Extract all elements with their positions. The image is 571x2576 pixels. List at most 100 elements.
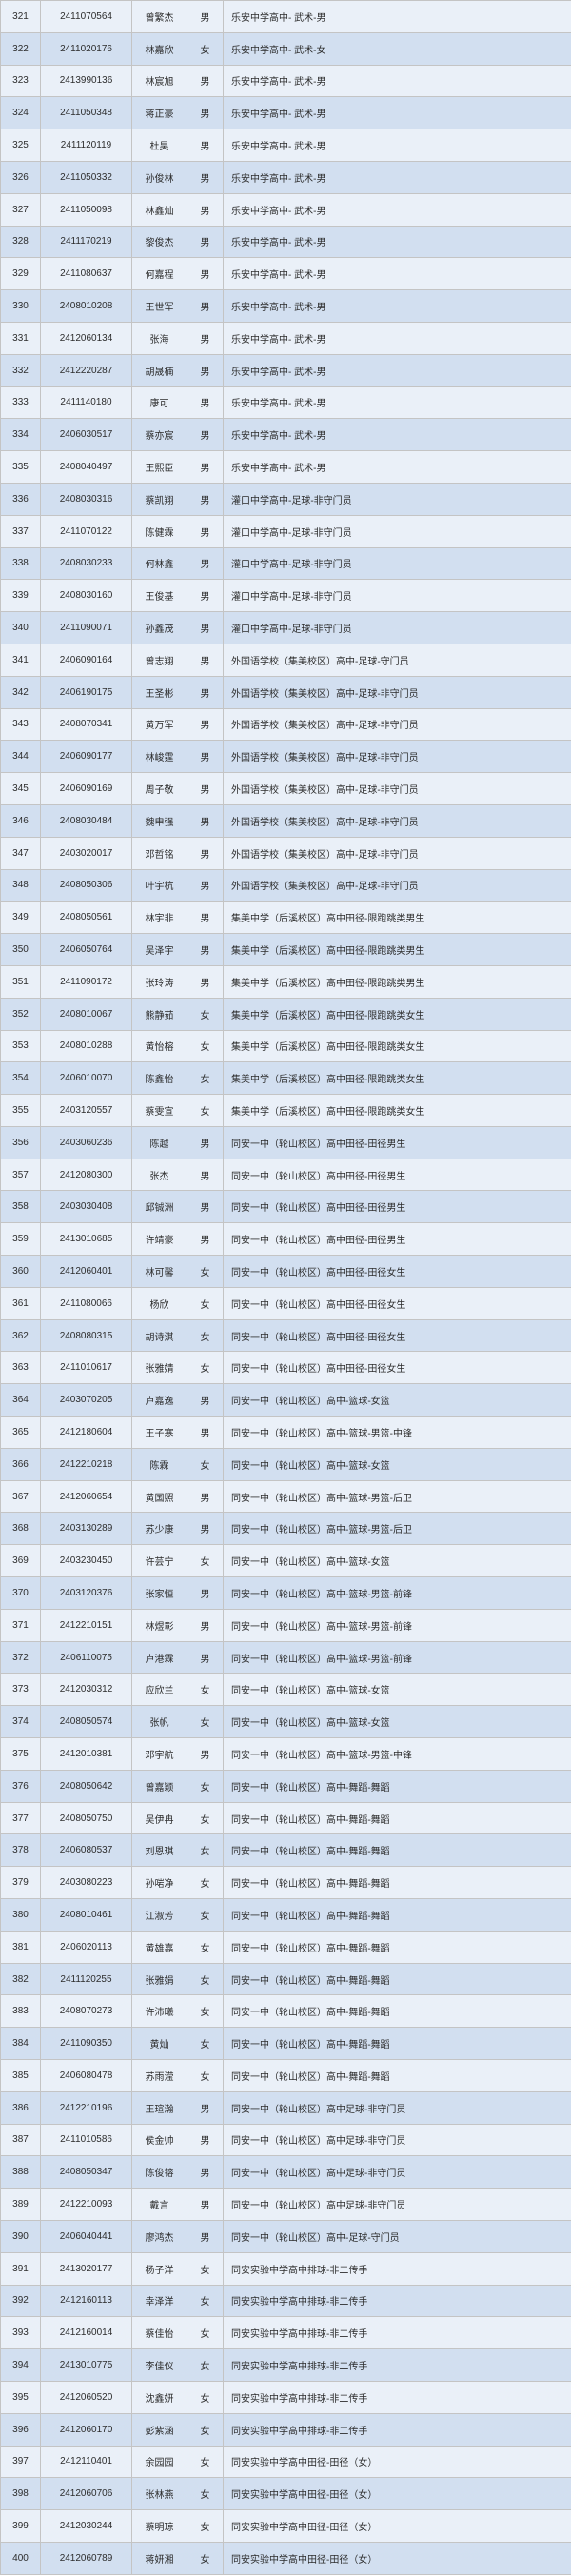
cell-desc: 灌口中学高中-足球-非守门员 bbox=[224, 547, 571, 580]
cell-id: 2408050642 bbox=[41, 1770, 132, 1802]
cell-gender: 女 bbox=[187, 2349, 224, 2382]
table-row: 3752412010381邓宇航男同安一中（轮山校区）高中-篮球-男篮-中锋 bbox=[1, 1738, 571, 1771]
cell-desc: 外国语学校（集美校区）高中-足球-非守门员 bbox=[224, 676, 571, 708]
cell-id: 2408050750 bbox=[41, 1802, 132, 1834]
cell-id: 2408010461 bbox=[41, 1899, 132, 1932]
cell-desc: 同安一中（轮山校区）高中-篮球-女篮 bbox=[224, 1706, 571, 1738]
cell-desc: 集美中学（后溪校区）高中田径-限跑跳类女生 bbox=[224, 998, 571, 1030]
cell-seq: 379 bbox=[1, 1867, 41, 1899]
cell-seq: 338 bbox=[1, 547, 41, 580]
table-row: 3652412180604王子寒男同安一中（轮山校区）高中-篮球-男篮-中锋 bbox=[1, 1417, 571, 1449]
table-row: 3382408030233何林鑫男灌口中学高中-足球-非守门员 bbox=[1, 547, 571, 580]
cell-seq: 337 bbox=[1, 515, 41, 547]
cell-id: 2403080223 bbox=[41, 1867, 132, 1899]
cell-seq: 398 bbox=[1, 2478, 41, 2510]
cell-seq: 397 bbox=[1, 2446, 41, 2478]
cell-name: 黄万军 bbox=[132, 708, 187, 741]
cell-seq: 322 bbox=[1, 32, 41, 65]
cell-gender: 男 bbox=[187, 419, 224, 451]
cell-seq: 359 bbox=[1, 1223, 41, 1256]
cell-gender: 男 bbox=[187, 1159, 224, 1191]
table-row: 3222411020176林嘉欣女乐安中学高中- 武术-女 bbox=[1, 32, 571, 65]
cell-gender: 女 bbox=[187, 2317, 224, 2349]
cell-name: 杨子洋 bbox=[132, 2252, 187, 2285]
cell-id: 2413020177 bbox=[41, 2252, 132, 2285]
cell-name: 苏雨滢 bbox=[132, 2060, 187, 2092]
cell-name: 王子寒 bbox=[132, 1417, 187, 1449]
cell-gender: 女 bbox=[187, 1545, 224, 1577]
cell-desc: 同安一中（轮山校区）高中-舞蹈-舞蹈 bbox=[224, 2028, 571, 2060]
cell-name: 陈鑫怡 bbox=[132, 1062, 187, 1095]
cell-gender: 男 bbox=[187, 2220, 224, 2252]
cell-seq: 345 bbox=[1, 773, 41, 805]
cell-name: 王世军 bbox=[132, 290, 187, 323]
cell-desc: 乐安中学高中- 武术-男 bbox=[224, 419, 571, 451]
cell-seq: 339 bbox=[1, 580, 41, 612]
cell-name: 张林燕 bbox=[132, 2478, 187, 2510]
cell-seq: 342 bbox=[1, 676, 41, 708]
cell-name: 吴泽宇 bbox=[132, 934, 187, 966]
cell-id: 2412080300 bbox=[41, 1159, 132, 1191]
table-row: 3362408030316蔡凯翔男灌口中学高中-足球-非守门员 bbox=[1, 483, 571, 515]
table-row: 3712412210151林煜彰男同安一中（轮山校区）高中-篮球-男篮-前锋 bbox=[1, 1609, 571, 1641]
table-row: 3772408050750吴伊冉女同安一中（轮山校区）高中-舞蹈-舞蹈 bbox=[1, 1802, 571, 1834]
cell-seq: 335 bbox=[1, 451, 41, 484]
cell-desc: 同安一中（轮山校区）高中田径-田径女生 bbox=[224, 1256, 571, 1288]
table-row: 3912413020177杨子洋女同安实验中学高中排球-非二传手 bbox=[1, 2252, 571, 2285]
cell-id: 2403030408 bbox=[41, 1191, 132, 1223]
cell-gender: 男 bbox=[187, 515, 224, 547]
cell-name: 孙啱净 bbox=[132, 1867, 187, 1899]
cell-name: 胡诗淇 bbox=[132, 1319, 187, 1352]
cell-desc: 乐安中学高中- 武术-男 bbox=[224, 226, 571, 258]
cell-name: 应欣兰 bbox=[132, 1674, 187, 1706]
table-row: 3412406090164曾志翔男外国语学校（集美校区）高中-足球-守门员 bbox=[1, 644, 571, 676]
table-row: 3802408010461江淑芳女同安一中（轮山校区）高中-舞蹈-舞蹈 bbox=[1, 1899, 571, 1932]
cell-gender: 男 bbox=[187, 483, 224, 515]
cell-gender: 女 bbox=[187, 2446, 224, 2478]
cell-name: 张玲涛 bbox=[132, 965, 187, 998]
cell-name: 胡晟楠 bbox=[132, 354, 187, 386]
cell-gender: 男 bbox=[187, 161, 224, 193]
table-row: 3822411120255张雅娟女同安一中（轮山校区）高中-舞蹈-舞蹈 bbox=[1, 1963, 571, 1995]
cell-name: 苏少康 bbox=[132, 1513, 187, 1545]
table-row: 4002412060789蒋妍湘女同安实验中学高中田径-田径（女） bbox=[1, 2542, 571, 2574]
table-row: 3732412030312应欣兰女同安一中（轮山校区）高中-篮球-女篮 bbox=[1, 1674, 571, 1706]
cell-desc: 集美中学（后溪校区）高中田径-限跑跳类女生 bbox=[224, 1030, 571, 1062]
cell-desc: 外国语学校（集美校区）高中-足球-非守门员 bbox=[224, 773, 571, 805]
cell-name: 邓哲铭 bbox=[132, 837, 187, 869]
cell-seq: 328 bbox=[1, 226, 41, 258]
cell-id: 2408030160 bbox=[41, 580, 132, 612]
cell-id: 2408010067 bbox=[41, 998, 132, 1030]
cell-name: 何嘉程 bbox=[132, 258, 187, 290]
cell-desc: 外国语学校（集美校区）高中-足球-非守门员 bbox=[224, 837, 571, 869]
cell-desc: 同安一中（轮山校区）高中-篮球-男篮-前锋 bbox=[224, 1577, 571, 1610]
table-row: 3722406110075卢港霖男同安一中（轮山校区）高中-篮球-男篮-前锋 bbox=[1, 1641, 571, 1674]
cell-gender: 男 bbox=[187, 1417, 224, 1449]
cell-seq: 369 bbox=[1, 1545, 41, 1577]
cell-gender: 男 bbox=[187, 676, 224, 708]
cell-desc: 同安一中（轮山校区）高中-舞蹈-舞蹈 bbox=[224, 2060, 571, 2092]
cell-gender: 男 bbox=[187, 1, 224, 33]
cell-name: 林峻霆 bbox=[132, 741, 187, 773]
cell-desc: 同安一中（轮山校区）高中-舞蹈-舞蹈 bbox=[224, 1834, 571, 1867]
table-row: 3252411120119杜昊男乐安中学高中- 武术-男 bbox=[1, 129, 571, 162]
cell-desc: 同安一中（轮山校区）高中田径-田径女生 bbox=[224, 1352, 571, 1384]
cell-desc: 乐安中学高中- 武术-男 bbox=[224, 97, 571, 129]
cell-gender: 男 bbox=[187, 1577, 224, 1610]
cell-gender: 女 bbox=[187, 1963, 224, 1995]
cell-seq: 395 bbox=[1, 2381, 41, 2413]
cell-id: 2408040497 bbox=[41, 451, 132, 484]
cell-gender: 女 bbox=[187, 2060, 224, 2092]
table-row: 3492408050561林宇非男集美中学（后溪校区）高中田径-限跑跳类男生 bbox=[1, 902, 571, 934]
cell-id: 2412060706 bbox=[41, 2478, 132, 2510]
table-row: 3942413010775李佳仪女同安实验中学高中排球-非二传手 bbox=[1, 2349, 571, 2382]
cell-desc: 同安一中（轮山校区）高中-篮球-男篮-中锋 bbox=[224, 1417, 571, 1449]
cell-desc: 同安一中（轮山校区）高中-舞蹈-舞蹈 bbox=[224, 1931, 571, 1963]
cell-gender: 男 bbox=[187, 965, 224, 998]
table-row: 3762408050642曾嘉颖女同安一中（轮山校区）高中-舞蹈-舞蹈 bbox=[1, 1770, 571, 1802]
cell-name: 卢港霖 bbox=[132, 1641, 187, 1674]
cell-desc: 同安一中（轮山校区）高中-篮球-男篮-后卫 bbox=[224, 1513, 571, 1545]
cell-id: 2412010381 bbox=[41, 1738, 132, 1771]
cell-seq: 400 bbox=[1, 2542, 41, 2574]
cell-name: 蔡明琼 bbox=[132, 2510, 187, 2543]
